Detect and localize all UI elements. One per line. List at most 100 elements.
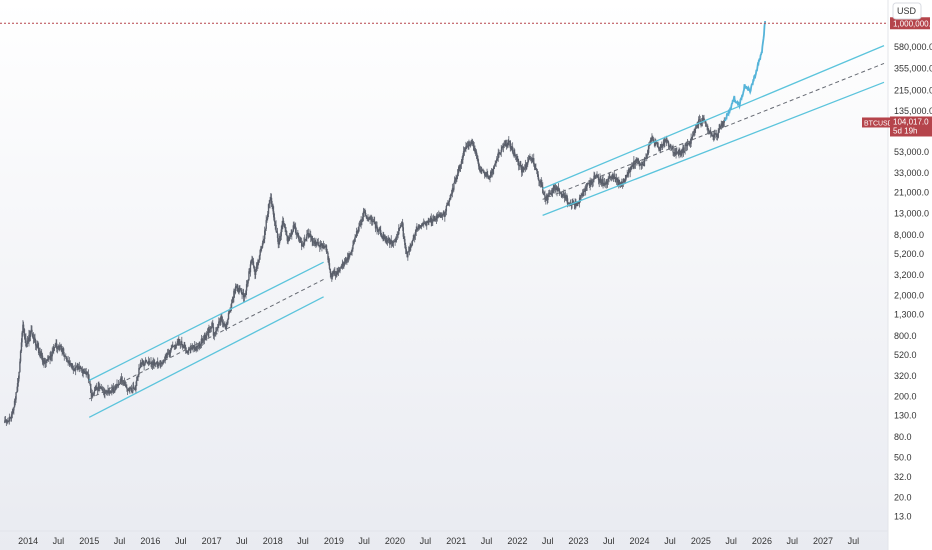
candle-body (245, 284, 248, 291)
candle-body (65, 356, 67, 358)
candle-body (62, 348, 65, 355)
candle-body (414, 235, 416, 238)
candle-body (386, 239, 389, 243)
candle-body (178, 339, 180, 342)
candle-body (431, 222, 433, 224)
candle-body (460, 161, 463, 165)
candle-body (63, 354, 65, 357)
candle-body (263, 239, 265, 241)
candle-body (199, 345, 201, 347)
y-tick-label: 80.0 (894, 432, 912, 442)
candle-body (261, 243, 264, 248)
candle-body (554, 188, 557, 190)
candle-body (623, 179, 625, 180)
price-axis-background (888, 0, 932, 550)
candle-body (398, 228, 400, 235)
candle-body (216, 327, 219, 330)
candle-body (702, 117, 704, 119)
time-axis[interactable]: 2014 Jul 2015 Jul 2016 Jul 2017 Jul 2018 Jul 2019 J… (18, 536, 859, 546)
candle-body (316, 242, 319, 243)
channel-2-upper-line[interactable] (542, 45, 885, 190)
candle-body (221, 320, 224, 323)
candle-body (244, 294, 246, 297)
candle-body (89, 379, 91, 384)
candle-body (559, 191, 561, 194)
candle-body (304, 239, 307, 241)
candle-body (615, 178, 617, 181)
candle-body (335, 274, 338, 276)
candle-body (231, 299, 234, 304)
candle-body (181, 341, 183, 346)
candle-body (535, 167, 537, 170)
candle-body (227, 319, 229, 324)
candle-body (202, 339, 204, 341)
candle-body (283, 223, 285, 225)
candle-body (248, 271, 251, 273)
candle-body (297, 236, 300, 240)
currency-unit-box[interactable]: USD (892, 2, 922, 20)
candle-body (552, 187, 555, 193)
candle-body (249, 264, 252, 273)
candle-body (310, 234, 312, 238)
candle-body (18, 371, 20, 379)
candle-body (156, 361, 159, 366)
candle-body (486, 174, 489, 177)
candle-body (408, 249, 411, 252)
candle-body (229, 309, 231, 312)
candle-body (352, 245, 354, 250)
candle-body (11, 413, 14, 415)
candle-body (138, 368, 140, 375)
candle-body (349, 254, 351, 256)
candle-body (224, 324, 226, 326)
candle-body (590, 180, 592, 183)
x-tick-label: Jul (664, 536, 676, 546)
candle-body (528, 158, 530, 160)
candle-body (710, 132, 713, 136)
candle-body (539, 180, 542, 183)
candle-body (532, 158, 534, 161)
candle-body (311, 236, 313, 242)
candle-body (256, 264, 258, 267)
candle-body (584, 190, 586, 192)
candle-body (148, 360, 151, 364)
channel-1-upper-line[interactable] (88, 261, 324, 381)
channel-2-lower-line[interactable] (542, 81, 885, 216)
candle-body (578, 197, 581, 203)
candle-body (401, 222, 404, 228)
price-axis[interactable]: 1,000,000.0 580,000.0 355,000.0 215,000.0 13… (890, 17, 932, 521)
candle-body (432, 219, 435, 221)
candle-body (652, 136, 654, 140)
candle-body (574, 203, 576, 206)
candle-body (490, 171, 492, 177)
candle-body (348, 254, 350, 260)
channel-1-mid-line[interactable] (88, 278, 324, 400)
channel-1-lower-line[interactable] (88, 296, 324, 418)
candle-body (62, 348, 64, 353)
candle-body (29, 331, 32, 338)
y-tick-label: 2,000.0 (894, 291, 924, 301)
candle-body (400, 225, 402, 227)
candle-body (182, 347, 185, 349)
candle-body (596, 175, 599, 178)
candle-body (507, 139, 509, 146)
candle-body (680, 154, 683, 156)
candle-body (139, 362, 142, 368)
candle-body (423, 222, 425, 225)
candle-body (404, 238, 406, 246)
candle-body (663, 142, 665, 146)
channel-2-mid-line[interactable] (542, 62, 885, 200)
candle-body (681, 148, 683, 155)
candle-body (638, 161, 640, 166)
candle-body (716, 133, 718, 137)
candle-body (344, 259, 347, 262)
candle-body (426, 220, 429, 222)
candle-body (177, 341, 179, 344)
candle-body (321, 244, 323, 249)
y-tick-label: 8,000.0 (894, 230, 924, 240)
candle-body (243, 296, 246, 298)
candle-body (309, 234, 311, 237)
candle-body (646, 154, 649, 156)
candle-body (302, 244, 304, 246)
candle-body (590, 182, 593, 184)
